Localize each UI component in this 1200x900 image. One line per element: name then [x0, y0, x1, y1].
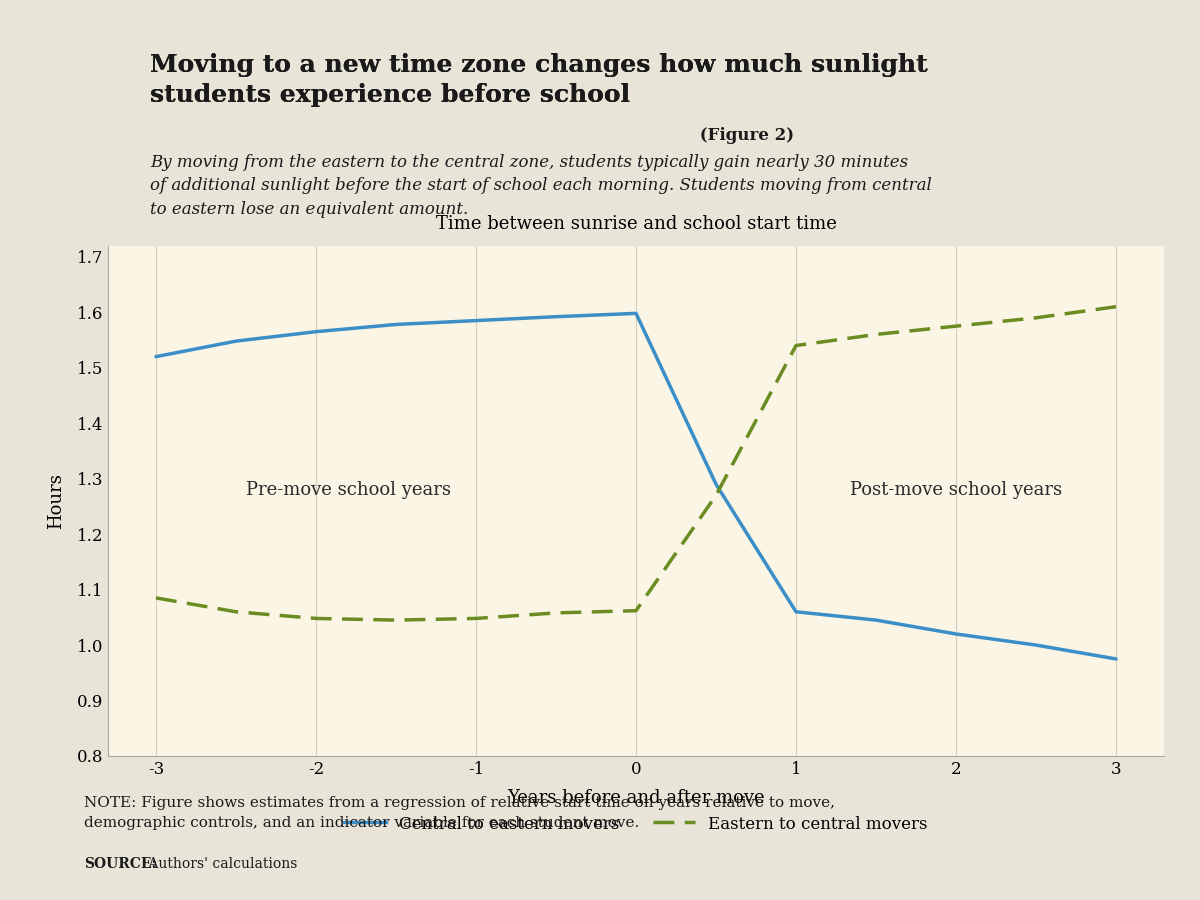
Legend: Central to eastern movers, Eastern to central movers: Central to eastern movers, Eastern to ce… [337, 809, 935, 840]
Text: SOURCE:: SOURCE: [84, 857, 157, 871]
Text: (Figure 2): (Figure 2) [694, 127, 794, 143]
Text: By moving from the eastern to the central zone, students typically gain nearly 3: By moving from the eastern to the centra… [150, 154, 932, 218]
Text: Authors' calculations: Authors' calculations [144, 857, 298, 871]
Text: Pre-move school years: Pre-move school years [246, 481, 450, 499]
Text: Post-move school years: Post-move school years [850, 481, 1062, 499]
Y-axis label: Hours: Hours [48, 472, 66, 529]
Text: NOTE: Figure shows estimates from a regression of relative start time on years r: NOTE: Figure shows estimates from a regr… [84, 796, 835, 830]
Title: Time between sunrise and school start time: Time between sunrise and school start ti… [436, 215, 836, 233]
X-axis label: Years before and after move: Years before and after move [508, 789, 764, 807]
Text: Moving to a new time zone changes how much sunlight
students experience before s: Moving to a new time zone changes how mu… [150, 53, 928, 107]
Text: Moving to a new time zone changes how much sunlight
students experience before s: Moving to a new time zone changes how mu… [150, 53, 928, 107]
